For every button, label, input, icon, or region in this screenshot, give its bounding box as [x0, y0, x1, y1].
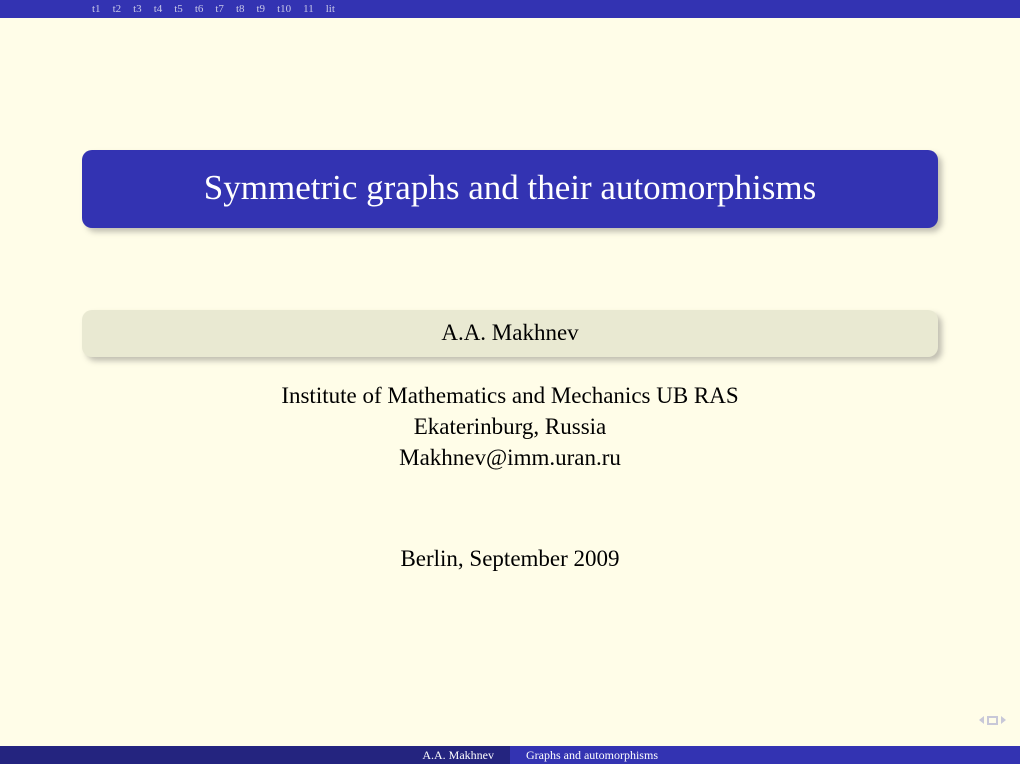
nav-next-icon[interactable]: [1001, 716, 1006, 724]
topbar-item-lit[interactable]: lit: [326, 3, 335, 15]
author-name: A.A. Makhnev: [82, 310, 938, 357]
topbar-item-t5[interactable]: t5: [174, 3, 183, 15]
affiliation-block: Institute of Mathematics and Mechanics U…: [82, 380, 938, 473]
footer: A.A. Makhnev Graphs and automorphisms: [0, 746, 1020, 764]
topbar-item-t3[interactable]: t3: [133, 3, 142, 15]
topbar-item-t8[interactable]: t8: [236, 3, 245, 15]
footer-title: Graphs and automorphisms: [510, 746, 1020, 764]
topbar-item-t7[interactable]: t7: [215, 3, 224, 15]
affiliation-city: Ekaterinburg, Russia: [82, 411, 938, 442]
affiliation-email: Makhnev@imm.uran.ru: [82, 442, 938, 473]
author-block-container: A.A. Makhnev: [82, 310, 938, 357]
nav-icons: [979, 716, 1006, 724]
topbar-item-11[interactable]: 11: [303, 3, 314, 15]
nav-prev-icon[interactable]: [979, 716, 984, 724]
slide-content: Symmetric graphs and their automorphisms…: [0, 18, 1020, 746]
slide-title: Symmetric graphs and their automorphisms: [82, 150, 938, 228]
topbar-item-t2[interactable]: t2: [113, 3, 122, 15]
topbar-item-t6[interactable]: t6: [195, 3, 204, 15]
nav-frames-icon[interactable]: [988, 717, 997, 724]
topbar-item-t4[interactable]: t4: [154, 3, 163, 15]
topbar-item-t9[interactable]: t9: [257, 3, 266, 15]
venue-text: Berlin, September 2009: [82, 546, 938, 572]
title-block-container: Symmetric graphs and their automorphisms: [82, 150, 938, 228]
footer-author: A.A. Makhnev: [0, 746, 510, 764]
affiliation-institute: Institute of Mathematics and Mechanics U…: [82, 380, 938, 411]
topbar-item-t1[interactable]: t1: [92, 3, 101, 15]
topbar-item-t10[interactable]: t10: [277, 3, 291, 15]
topbar: t1 t2 t3 t4 t5 t6 t7 t8 t9 t10 11 lit: [0, 0, 1020, 18]
